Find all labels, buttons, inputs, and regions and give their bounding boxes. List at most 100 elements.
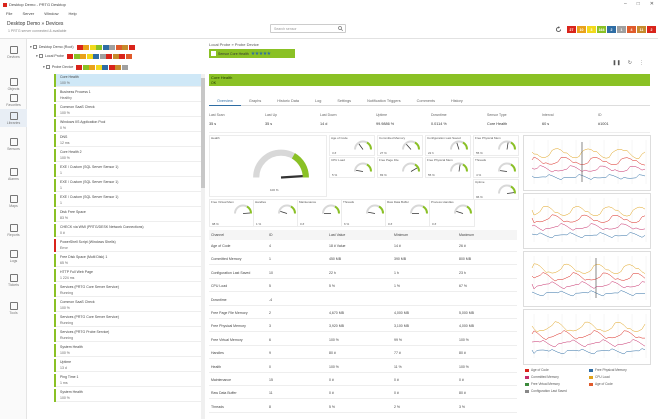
sensor-list-item[interactable]: Uptime 13 d (54, 359, 201, 372)
table-row[interactable]: Downtime -4 (209, 295, 517, 306)
nav-devices[interactable]: Devices (0, 43, 27, 61)
sensor-list-item[interactable]: HTTP Full Web Page 1 224 ms (54, 269, 201, 282)
status-count-badge[interactable]: 2 (647, 26, 656, 33)
gauge-raw-data-buffer[interactable]: Raw Data Buffer 0 # (385, 199, 431, 227)
gauge-threads[interactable]: Threads 6 % (341, 199, 387, 227)
gauge-age-of-code[interactable]: Age of Code 3 # (329, 135, 375, 156)
nav-tickets[interactable]: Tickets (0, 271, 27, 289)
sensor-list-item[interactable]: Common SaaS Check 100 % (54, 104, 201, 117)
table-row[interactable]: Age of Code 4 18 # Value 14 # 26 # (209, 241, 517, 252)
status-count-badge[interactable]: 3 (587, 26, 596, 33)
history-graph[interactable] (523, 309, 651, 365)
table-row[interactable]: CPU Load 5 5 % 1 % 67 % (209, 281, 517, 293)
scrollbar-thumb[interactable] (201, 78, 205, 188)
sensor-list-item[interactable]: Common SaaS Check 100 % (54, 299, 201, 312)
status-count-badge[interactable]: 27 (567, 26, 576, 33)
sensor-checkbox[interactable] (211, 51, 216, 56)
column-header[interactable]: Minimum (394, 233, 409, 237)
panel-breadcrumb[interactable]: Local Probe » Probe Device (209, 42, 259, 47)
menu-server[interactable]: Server (22, 10, 35, 16)
gauge-process-handles[interactable]: Process Handles 0 # (429, 199, 475, 227)
sensor-list-item[interactable]: Services (PRTG Probe Service) Running (54, 329, 201, 342)
column-header[interactable]: ID (269, 233, 273, 237)
legend-item[interactable]: Age of Code (525, 368, 549, 372)
refresh-icon[interactable]: ↻ (627, 60, 632, 66)
gauge-free-page-file[interactable]: Free Page File 83 % (377, 157, 423, 178)
tree-root[interactable]: ▾ Desktop Demo (Root) (30, 43, 135, 51)
sensor-list-scrollbar[interactable] (201, 74, 205, 419)
sensor-list-item[interactable]: Core Health 100 % (54, 74, 201, 87)
sensor-list-item[interactable]: EXE / Custom (SQL Server Sensor 1) 1 (54, 164, 201, 177)
sensor-list-item[interactable]: System Health 100 % (54, 389, 201, 402)
status-count-badge[interactable]: 4 (627, 26, 636, 33)
sensor-list-item[interactable]: Business Process 1 Healthy (54, 89, 201, 102)
gauge-free-physical-mem[interactable]: Free Physical Mem 55 % (473, 135, 519, 156)
legend-item[interactable]: Committed Memory (525, 375, 559, 379)
table-row[interactable]: Free Physical Memory 3 3,920 MB 3,100 MB 4,0… (209, 321, 517, 333)
menu-window[interactable]: Window (44, 10, 59, 16)
gauge-threads[interactable]: Threads 4 % (473, 157, 519, 178)
gauge-committed-memory[interactable]: Committed Memory 27 % (377, 135, 423, 156)
maximize-button[interactable]: □ (636, 1, 640, 7)
tab-notification-triggers[interactable]: Notification Triggers (367, 99, 401, 103)
nav-objects[interactable]: Objects (0, 75, 27, 93)
table-row[interactable]: Configuration Last Saved 10 22 h 1 h 23 h (209, 268, 517, 279)
table-row[interactable]: Maintenance 15 0 # 0 # 0 # (209, 375, 517, 386)
gauge-free-physical-mem[interactable]: Free Physical Mem 55 % (425, 157, 471, 178)
status-count-badge[interactable]: 1 (617, 26, 626, 33)
refresh-icon[interactable] (555, 26, 562, 33)
pause-icon[interactable]: ❚❚ (612, 60, 621, 66)
sensor-list-item[interactable]: Free Disk Space (Multi Disk) 1 65 % (54, 254, 201, 267)
sensor-list-item[interactable]: Windows IIS Application Pool 0 % (54, 119, 201, 132)
column-header[interactable]: Channel (211, 233, 225, 237)
legend-item[interactable]: CPU Load (589, 375, 610, 379)
table-row[interactable]: Threads 8 5 % 2 % 3 % (209, 402, 517, 413)
search-input[interactable]: Search sensor (270, 24, 346, 33)
tab-settings[interactable]: Settings (337, 99, 352, 103)
close-button[interactable]: ✕ (649, 1, 654, 7)
expand-icon[interactable]: ▾ (43, 65, 45, 69)
expand-icon[interactable]: ▾ (36, 54, 38, 58)
column-header[interactable]: Maximum (459, 233, 475, 237)
sensor-list-item[interactable]: Disk Free Space 83 % (54, 209, 201, 222)
nav-tools[interactable]: Tools (0, 299, 27, 317)
sensor-list-item[interactable]: EXE / Custom (SQL Server Sensor 1) 1 (54, 179, 201, 192)
sensor-list-item[interactable]: Ping Time 1 1 ms (54, 374, 201, 387)
nav-reports[interactable]: Reports (0, 221, 27, 239)
sensor-list-item[interactable]: PowerShell Script (Windows Shells) Error (54, 239, 201, 252)
sensor-list-item[interactable]: System Health 100 % (54, 344, 201, 357)
breadcrumb[interactable]: Desktop Demo » Devices (7, 21, 64, 27)
legend-item[interactable]: Age of Code (589, 382, 613, 386)
status-count-badge[interactable]: 2 (607, 26, 616, 33)
tree-checkbox[interactable] (38, 54, 43, 58)
tab-graphs[interactable]: Graphs (248, 99, 262, 103)
gauge-free-virtual-mem[interactable]: Free Virtual Mem 98 % (209, 199, 255, 227)
menu-help[interactable]: Help (68, 10, 77, 16)
nav-maps[interactable]: Maps (0, 192, 27, 210)
nav-sensors[interactable]: Sensors (0, 135, 27, 153)
expand-icon[interactable]: ▾ (30, 45, 32, 49)
legend-item[interactable]: Free Physical Memory (589, 368, 627, 372)
history-graph[interactable] (523, 135, 651, 191)
sensor-list-item[interactable]: DNS 12 ms (54, 134, 201, 147)
tab-overview[interactable]: Overview (209, 96, 241, 106)
nav-alarms[interactable]: Alarms (0, 165, 27, 183)
table-row[interactable]: Free Virtual Memory 6 100 % 99 % 100 % (209, 335, 517, 346)
table-row[interactable]: Raw Data Buffer 11 0 # 0 # 80 # (209, 388, 517, 400)
more-icon[interactable]: ⋮ (639, 60, 644, 66)
status-count-badge[interactable]: 10 (577, 26, 586, 33)
legend-item[interactable]: Free Virtual Memory (525, 382, 560, 386)
nav-logs[interactable]: Logs (0, 247, 27, 265)
tab-log[interactable]: Log (315, 99, 322, 103)
sensor-list-item[interactable]: Services (PRTG Core Server Service) Runni… (54, 284, 201, 297)
table-row[interactable]: Committed Memory 1 450 MB 390 MB 800 MB (209, 254, 517, 266)
minimize-button[interactable]: – (623, 1, 627, 7)
sensor-list-item[interactable]: Services (PRTG Core Server Service) Runni… (54, 314, 201, 327)
tree-probe[interactable]: ▾ Local Probe (36, 52, 132, 60)
tree-device[interactable]: ▾ Probe Device (43, 63, 128, 71)
sensor-list-item[interactable]: Core Health 2 100 % (54, 149, 201, 162)
tree-checkbox[interactable] (45, 65, 50, 69)
gauge-uptime[interactable]: Uptime 96 % (473, 179, 519, 200)
tab-historic-data[interactable]: Historic Data (277, 99, 300, 103)
status-count-badge[interactable]: 164 (597, 26, 606, 33)
